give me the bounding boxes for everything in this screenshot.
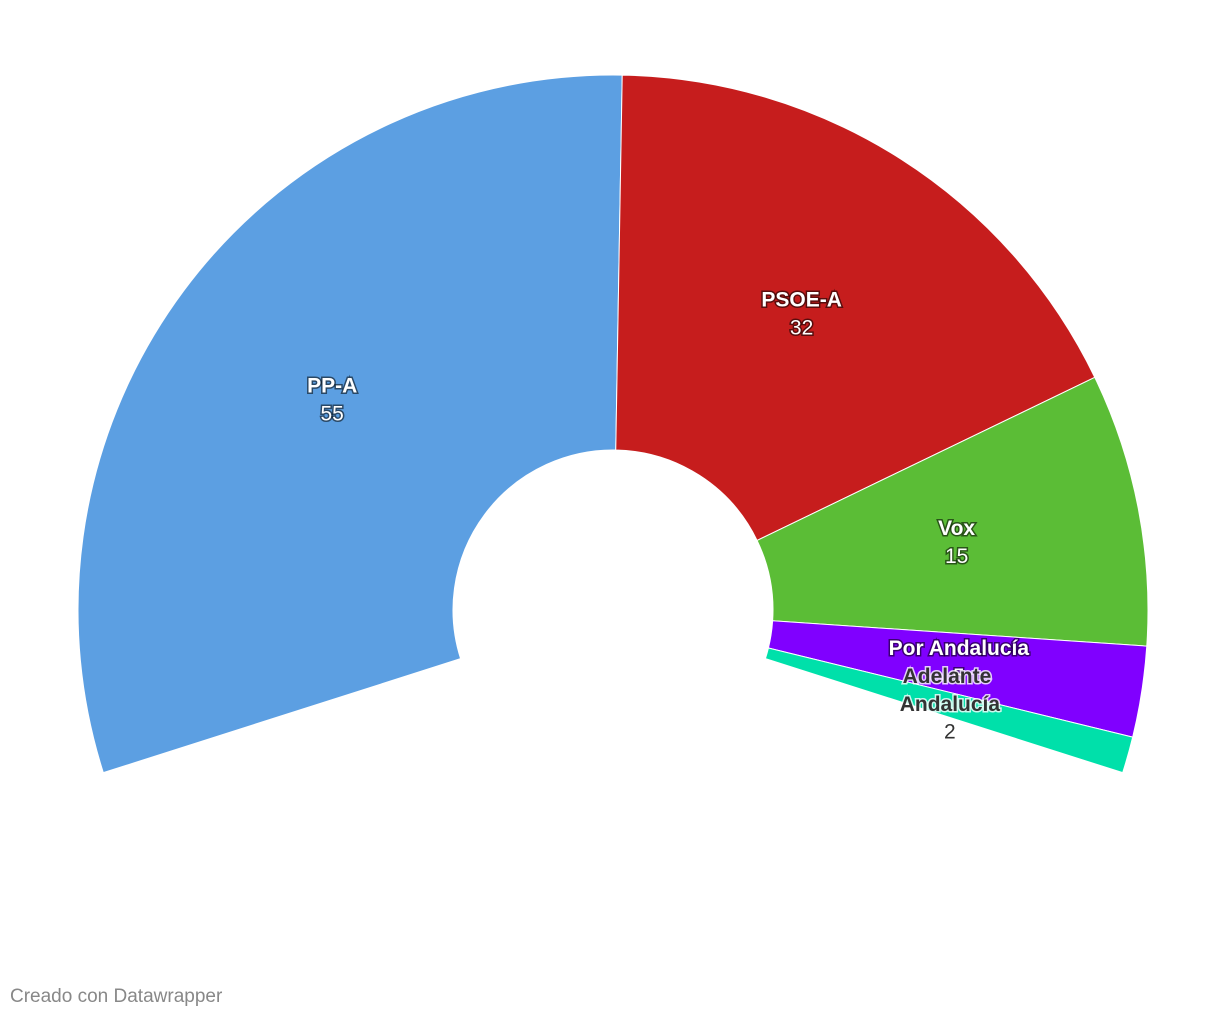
credit: Creado con Datawrapper <box>10 986 223 1007</box>
segment-name: PSOE-A <box>761 289 842 312</box>
segment <box>764 647 1134 774</box>
segment-value: 55 <box>320 403 343 426</box>
segment-name: Vox <box>938 517 975 540</box>
segment-value: 2 <box>944 720 956 743</box>
segment-name: Adelante Andalucía <box>900 664 1001 715</box>
segment <box>615 74 1096 542</box>
segment-value: 32 <box>790 317 813 340</box>
labels: PP-A 55 PSOE-A 32 Vox 15 Por Andalucía 5Adelant… <box>306 287 1031 745</box>
segment-name: PP-A <box>307 375 357 398</box>
segment <box>77 74 623 774</box>
segment-name: Por Andalucía <box>889 637 1030 660</box>
segment-value: 5 <box>953 665 965 688</box>
segment-value: 15 <box>945 545 968 568</box>
segment <box>756 376 1149 647</box>
arcs <box>77 74 1149 774</box>
